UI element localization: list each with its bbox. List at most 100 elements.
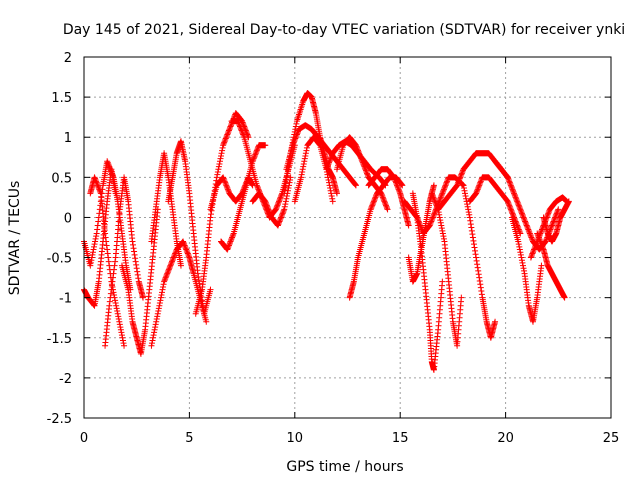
data-point [362,167,369,174]
data-point [327,185,334,192]
data-point [372,194,379,201]
data-point [383,203,390,210]
data-point [254,185,261,192]
data-point [227,238,234,245]
data-point [252,151,259,158]
data-point [104,158,111,165]
data-point [328,190,335,197]
data-point [93,179,100,186]
data-point [476,182,483,189]
data-point [533,241,540,248]
data-point [476,274,483,281]
data-point [216,160,223,167]
grid [84,57,611,418]
data-point [95,214,102,221]
data-point [95,183,102,190]
data-point [438,222,445,229]
data-point [94,182,101,189]
data-point [390,174,397,181]
data-point [538,262,545,269]
data-point [513,197,520,204]
data-point [277,194,284,201]
data-point [223,132,230,139]
data-point [96,186,103,193]
data-point [300,160,307,167]
data-point [474,187,481,194]
data-point [368,203,375,210]
data-point [217,155,224,162]
data-point [475,267,482,274]
data-point [362,166,369,173]
data-point [163,273,170,280]
data-point [436,211,443,218]
data-point [535,234,542,241]
data-point [149,337,156,344]
data-point [224,245,231,252]
data-point [327,156,334,163]
data-point [106,298,113,305]
data-point [113,305,120,312]
data-point [129,238,136,245]
data-point [182,245,189,252]
y-tick-label: 1 [64,131,72,146]
data-point [522,218,529,225]
y-tick-label: -2.5 [47,412,72,427]
y-tick-label: 0 [64,211,72,226]
data-point [222,181,229,188]
data-point [550,219,557,226]
data-point [456,175,463,182]
data-point [214,168,221,175]
data-point [293,132,300,139]
data-point [437,217,444,224]
data-point [282,180,289,187]
data-point [254,146,261,153]
data-point [184,250,191,257]
data-point [112,300,119,307]
data-point [222,179,229,186]
data-point [440,233,447,240]
data-point [512,193,519,200]
data-point [458,171,465,178]
data-point [225,127,232,134]
data-point [528,235,535,242]
data-point [370,198,377,205]
data-point [133,261,140,268]
data-point [443,179,450,186]
data-point [93,233,100,240]
data-point [97,189,104,196]
data-point [508,209,515,216]
data-point [324,171,331,178]
data-point [551,215,558,222]
data-point [278,214,285,221]
data-point [300,163,307,170]
data-point [393,181,400,188]
data-point [428,190,435,197]
data-point [162,274,169,281]
data-point [169,257,176,264]
data-point [430,211,437,218]
data-point [107,290,114,297]
data-point [534,238,541,245]
data-point [464,201,471,208]
data-point [379,194,386,201]
data-point [208,207,215,214]
data-point [290,140,297,147]
data-point [474,261,481,268]
data-point [460,185,467,192]
data-point [438,193,445,200]
data-point [291,136,298,143]
data-point [253,148,260,155]
data-point [329,198,336,205]
data-point [94,222,101,229]
data-point [94,226,101,233]
data-point [284,187,291,194]
data-point [536,233,543,240]
data-point [527,254,534,261]
data-point [183,246,190,253]
data-point [235,120,242,127]
data-point [429,193,436,200]
data-point [542,238,549,245]
data-point [372,193,379,200]
data-point [215,166,222,173]
data-point [276,197,283,204]
